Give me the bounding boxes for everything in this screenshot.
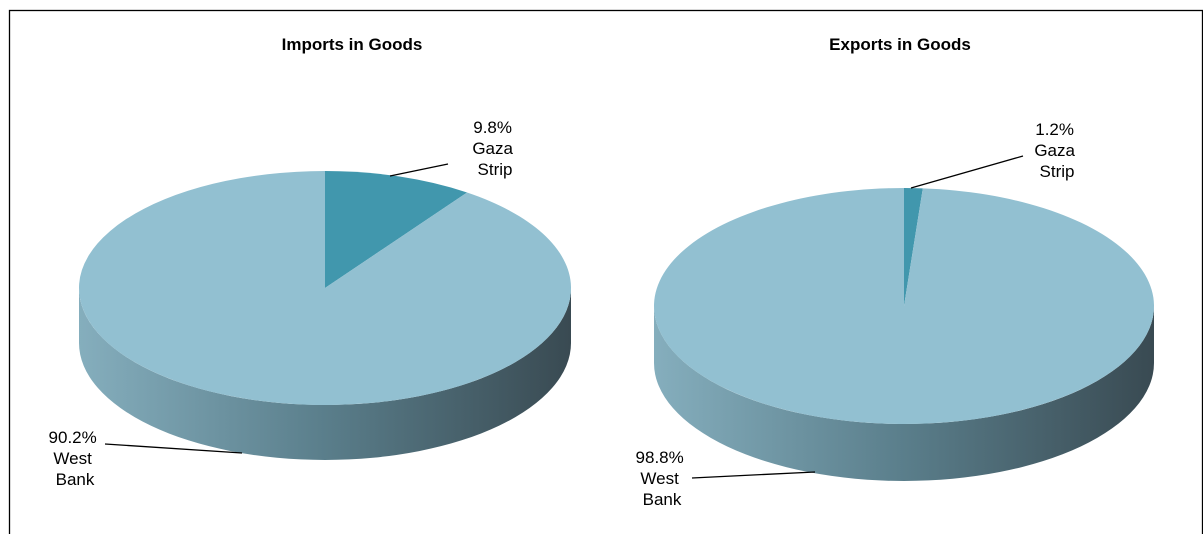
imports-slice-west-bank bbox=[79, 171, 572, 405]
exports-slice-gaza-strip bbox=[904, 188, 923, 306]
imports-gaza-value: 9.8% bbox=[473, 118, 512, 137]
imports-chart-title: Imports in Goods bbox=[282, 35, 423, 54]
exports-westbank-name-line2: Bank bbox=[643, 490, 682, 509]
imports-gaza-name-line2: Strip bbox=[478, 160, 513, 179]
exports-pie-chart: Exports in Goods 1.2% Gaza Strip 98.8% W… bbox=[636, 35, 1154, 509]
exports-westbank-label: 98.8% West Bank bbox=[636, 448, 689, 509]
exports-gaza-name-line2: Strip bbox=[1040, 162, 1075, 181]
imports-westbank-label: 90.2% West Bank bbox=[49, 428, 102, 489]
imports-westbank-name-line2: Bank bbox=[56, 470, 95, 489]
exports-gaza-value: 1.2% bbox=[1035, 120, 1074, 139]
imports-westbank-value: 90.2% bbox=[49, 428, 97, 447]
imports-westbank-name-line1: West bbox=[53, 449, 92, 468]
exports-westbank-value: 98.8% bbox=[636, 448, 684, 467]
imports-pie-side-wall bbox=[79, 288, 571, 460]
imports-slice-gaza-strip bbox=[325, 171, 468, 288]
exports-chart-title: Exports in Goods bbox=[829, 35, 971, 54]
exports-pie-marks bbox=[654, 155, 1154, 481]
imports-gaza-name-line1: Gaza bbox=[472, 139, 513, 158]
imports-pie-chart: Imports in Goods 9.8% Gaza Strip 90.2% W… bbox=[49, 35, 572, 489]
exports-gaza-name-line1: Gaza bbox=[1034, 141, 1075, 160]
exports-gaza-label: 1.2% Gaza Strip bbox=[1034, 120, 1079, 181]
imports-pie-marks bbox=[79, 163, 572, 460]
exports-pie-side-wall bbox=[654, 306, 1154, 481]
exports-leader-line-gaza-strip bbox=[910, 155, 1024, 189]
exports-westbank-name-line1: West bbox=[640, 469, 679, 488]
exports-slice-west-bank bbox=[654, 188, 1154, 425]
imports-leader-line-gaza-strip bbox=[389, 163, 449, 177]
imports-leader-line-west-bank bbox=[104, 443, 243, 454]
imports-gaza-label: 9.8% Gaza Strip bbox=[472, 118, 517, 179]
exports-leader-line-west-bank bbox=[691, 471, 816, 479]
